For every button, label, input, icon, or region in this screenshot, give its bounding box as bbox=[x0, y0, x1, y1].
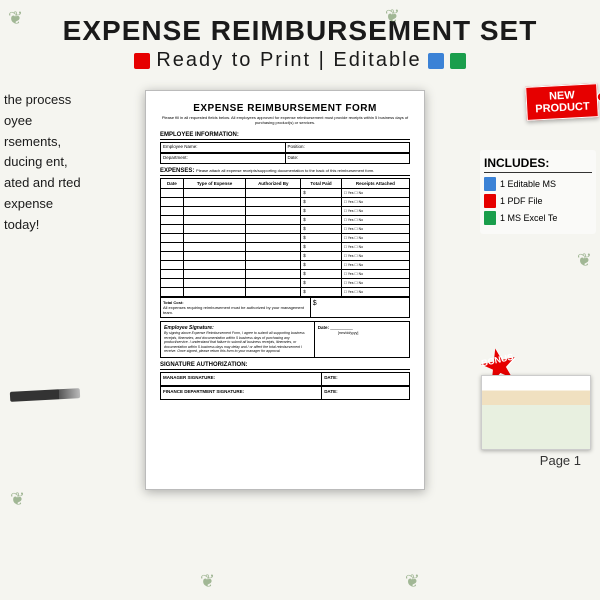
leaf-decoration: ❦ bbox=[405, 571, 420, 592]
main-content: the process oyee rsements, ducing ent, a… bbox=[0, 80, 600, 500]
emp-pos-label: Position: bbox=[286, 143, 410, 152]
new-tag-line2: PRODUCT bbox=[535, 101, 590, 116]
leaf-decoration: ❦ bbox=[385, 6, 400, 27]
right-panel: NEW PRODUCT INCLUDES: 1 Editable MS 1 PD… bbox=[480, 90, 600, 490]
total-label: Total Cost:All expenses requiring reimbu… bbox=[161, 298, 310, 317]
sig-date-box: Date: _________ [mm/dd/yyyy] bbox=[315, 322, 409, 357]
doc-icon bbox=[484, 177, 496, 191]
include-item: 1 PDF File bbox=[484, 194, 592, 208]
include-item: 1 MS Excel Te bbox=[484, 211, 592, 225]
emp-name-label: Employee Name: bbox=[161, 143, 286, 152]
form-preview-wrap: EXPENSE REIMBURSEMENT FORM Please fill i… bbox=[90, 90, 480, 490]
fin-sig-row: FINANCE DEPARTMENT SIGNATURE: DATE: bbox=[160, 386, 410, 400]
section-employee: EMPLOYEE INFORMATION: bbox=[160, 132, 410, 140]
table-row: $☐ Yes ☐ No bbox=[161, 197, 410, 206]
marketing-text: the process oyee rsements, ducing ent, a… bbox=[0, 90, 90, 490]
expense-table: Date Type of Expense Authorized By Total… bbox=[160, 178, 410, 297]
form-preview: EXPENSE REIMBURSEMENT FORM Please fill i… bbox=[145, 90, 425, 490]
pdf-icon bbox=[134, 53, 150, 69]
leaf-decoration: ❦ bbox=[8, 8, 23, 29]
bonus-page: Page 1 bbox=[540, 453, 581, 468]
header: EXPENSE REIMBURSEMENT SET Ready to Print… bbox=[0, 0, 600, 80]
subtitle-text: Ready to Print | Editable bbox=[156, 49, 421, 72]
emp-date-label: Date: bbox=[286, 154, 410, 163]
main-title: EXPENSE REIMBURSEMENT SET bbox=[10, 15, 590, 47]
total-row: Total Cost:All expenses requiring reimbu… bbox=[160, 297, 410, 318]
emp-row: Department: Date: bbox=[160, 153, 410, 164]
table-row: $☐ Yes ☐ No bbox=[161, 206, 410, 215]
table-row: $☐ Yes ☐ No bbox=[161, 215, 410, 224]
sig-note: By signing above Expense Reimbursement F… bbox=[164, 331, 305, 353]
section-expenses: EXPENSES: Please attach all expense rece… bbox=[160, 168, 410, 176]
table-row: $☐ Yes ☐ No bbox=[161, 260, 410, 269]
emp-sig-label: Employee Signature: bbox=[164, 325, 214, 331]
table-row: $☐ Yes ☐ No bbox=[161, 287, 410, 296]
fin-label: FINANCE DEPARTMENT SIGNATURE: bbox=[161, 387, 322, 399]
bonus-section: ★ BONUS Page 1 bbox=[481, 365, 596, 450]
mgr-sig-row: MANAGER SIGNATURE: DATE: bbox=[160, 372, 410, 386]
col-date: Date bbox=[161, 178, 184, 188]
new-product-tag: NEW PRODUCT bbox=[525, 83, 599, 121]
emp-sig-row: Employee Signature: By signing above Exp… bbox=[160, 321, 410, 358]
emp-dept-label: Department: bbox=[161, 154, 286, 163]
includes-heading: INCLUDES: bbox=[484, 156, 592, 173]
table-row: $☐ Yes ☐ No bbox=[161, 269, 410, 278]
xls-icon bbox=[484, 211, 496, 225]
bonus-preview bbox=[481, 375, 591, 450]
table-row: $☐ Yes ☐ No bbox=[161, 278, 410, 287]
table-row: $☐ Yes ☐ No bbox=[161, 251, 410, 260]
emp-row: Employee Name: Position: bbox=[160, 142, 410, 153]
leaf-decoration: ❦ bbox=[200, 571, 215, 592]
doc-icon bbox=[428, 53, 444, 69]
pdf-icon bbox=[484, 194, 496, 208]
form-title: EXPENSE REIMBURSEMENT FORM bbox=[160, 103, 410, 114]
mgr-date-label: DATE: bbox=[322, 373, 409, 385]
table-row: $☐ Yes ☐ No bbox=[161, 188, 410, 197]
table-header-row: Date Type of Expense Authorized By Total… bbox=[161, 178, 410, 188]
table-row: $☐ Yes ☐ No bbox=[161, 242, 410, 251]
table-row: $☐ Yes ☐ No bbox=[161, 224, 410, 233]
xls-icon bbox=[450, 53, 466, 69]
col-rec: Receipts Attached bbox=[341, 178, 409, 188]
subtitle: Ready to Print | Editable bbox=[10, 49, 590, 72]
mgr-label: MANAGER SIGNATURE: bbox=[161, 373, 322, 385]
section-sig-auth: SIGNATURE AUTHORIZATION: bbox=[160, 362, 410, 370]
includes-box: INCLUDES: 1 Editable MS 1 PDF File 1 MS … bbox=[480, 150, 596, 234]
form-subtitle: Please fill in all requested fields belo… bbox=[160, 116, 410, 126]
col-paid: Total Paid bbox=[301, 178, 341, 188]
fin-date-label: DATE: bbox=[322, 387, 409, 399]
include-item: 1 Editable MS bbox=[484, 177, 592, 191]
total-value: $ bbox=[310, 298, 409, 317]
col-type: Type of Expense bbox=[183, 178, 246, 188]
table-row: $☐ Yes ☐ No bbox=[161, 233, 410, 242]
col-auth: Authorized By bbox=[246, 178, 301, 188]
